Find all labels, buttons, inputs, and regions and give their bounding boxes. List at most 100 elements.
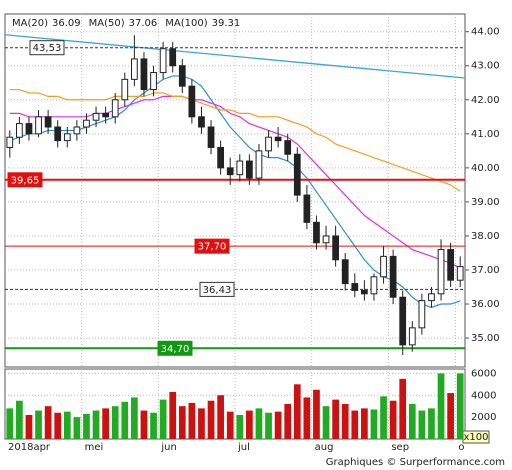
ma-line: [9, 75, 461, 309]
y-tick-label: 35.00: [471, 333, 500, 344]
candle-body: [226, 167, 234, 176]
candle-body: [217, 146, 224, 169]
candle-body: [178, 65, 186, 87]
level-box: [194, 238, 230, 254]
volume-bar: [274, 411, 282, 439]
volume-bar: [361, 408, 368, 439]
candle-body: [73, 126, 81, 135]
candle-body: [25, 123, 33, 135]
candle-body: [169, 48, 177, 67]
volume-bar: [447, 393, 454, 439]
volume-bar: [54, 412, 62, 439]
y-tick-label: 43.00: [471, 61, 500, 72]
volume-bar: [226, 411, 234, 439]
volume-bar: [207, 400, 215, 439]
legend-name: MA(50): [89, 18, 125, 29]
volume-bar: [35, 410, 42, 439]
volume-bar: [322, 406, 330, 439]
candle-body: [246, 160, 253, 179]
legend-name: MA(100): [165, 18, 207, 29]
volume-bar: [25, 414, 33, 439]
legend-value: 37.06: [129, 18, 158, 29]
candle-body: [159, 48, 167, 74]
candle-body: [140, 58, 148, 91]
level-label: 39,65: [11, 175, 40, 186]
candle-body: [370, 276, 378, 295]
volume-bar: [380, 396, 387, 439]
volume-bar: [169, 391, 177, 439]
candle-body: [389, 255, 397, 298]
candle-body: [188, 85, 196, 118]
candle-body: [437, 249, 445, 295]
x-tick-label: aug: [315, 442, 334, 453]
y-tick-label: 36.00: [471, 299, 500, 310]
volume-bar: [456, 373, 464, 439]
legend-value: 39.31: [212, 18, 241, 29]
ma-line: [9, 95, 461, 269]
volume-bar: [399, 378, 407, 439]
y-tick-label: 40.00: [471, 163, 500, 174]
volume-bar: [111, 406, 119, 439]
candle-body: [322, 235, 330, 244]
volume-unit: x100: [463, 432, 488, 443]
y-tick-label: 39.00: [471, 197, 500, 208]
level-label: 37,70: [198, 242, 227, 253]
level-label: 34,70: [161, 344, 190, 355]
volume-bar: [236, 414, 244, 439]
candle-body: [102, 112, 109, 118]
volume-tick-label: 6000: [471, 368, 496, 379]
volume-bar: [140, 410, 148, 439]
candle-body: [121, 78, 129, 101]
candle-body: [303, 194, 311, 223]
candle-body: [341, 259, 349, 285]
volume-bar: [437, 373, 445, 439]
volume-bar: [83, 413, 90, 439]
candle-body: [35, 116, 42, 135]
candle-body: [111, 99, 119, 118]
trendline: [4, 34, 466, 79]
candle-body: [63, 133, 71, 142]
x-tick-label: sep: [391, 442, 409, 453]
volume-bar: [198, 408, 205, 439]
volume-bar: [428, 408, 435, 439]
legend-name: MA(20): [12, 18, 48, 29]
volume-bar: [16, 400, 23, 439]
volume-bar: [178, 406, 186, 439]
volume-bar: [121, 401, 129, 439]
candle-body: [198, 116, 205, 128]
volume-bar: [131, 397, 138, 439]
candle-body: [399, 296, 407, 346]
volume-bar: [255, 408, 263, 439]
candle-body: [236, 160, 244, 176]
volume-bar: [332, 399, 339, 439]
level-label: 36,43: [203, 285, 232, 296]
candle-body: [6, 136, 14, 148]
footer: Graphiques © Surperformance.com: [326, 457, 505, 468]
candle-body: [313, 221, 320, 244]
candle-body: [447, 249, 454, 281]
x-tick-label: jul: [237, 442, 250, 453]
volume-bar: [341, 404, 349, 439]
candle-body: [255, 150, 263, 179]
level-box: [157, 340, 193, 356]
volume-panel: [4, 368, 466, 440]
candle-body: [351, 283, 359, 291]
volume-bar: [6, 408, 14, 439]
x-tick-label: mei: [85, 442, 104, 453]
candle-body: [361, 289, 368, 295]
candle-body: [16, 123, 23, 138]
candle-body: [83, 119, 90, 128]
y-tick-label: 37.00: [471, 265, 500, 276]
candle-body: [265, 136, 272, 152]
volume-bar: [303, 397, 311, 439]
candle-body: [408, 327, 416, 346]
volume-bar: [188, 402, 196, 439]
volume-bar: [92, 410, 100, 439]
candle-body: [380, 255, 387, 278]
volume-bar: [313, 389, 320, 439]
level-box: [29, 40, 65, 56]
y-tick-label: 38.00: [471, 231, 500, 242]
candle-body: [418, 300, 426, 329]
candle-body: [293, 153, 301, 196]
candle-body: [131, 58, 138, 80]
